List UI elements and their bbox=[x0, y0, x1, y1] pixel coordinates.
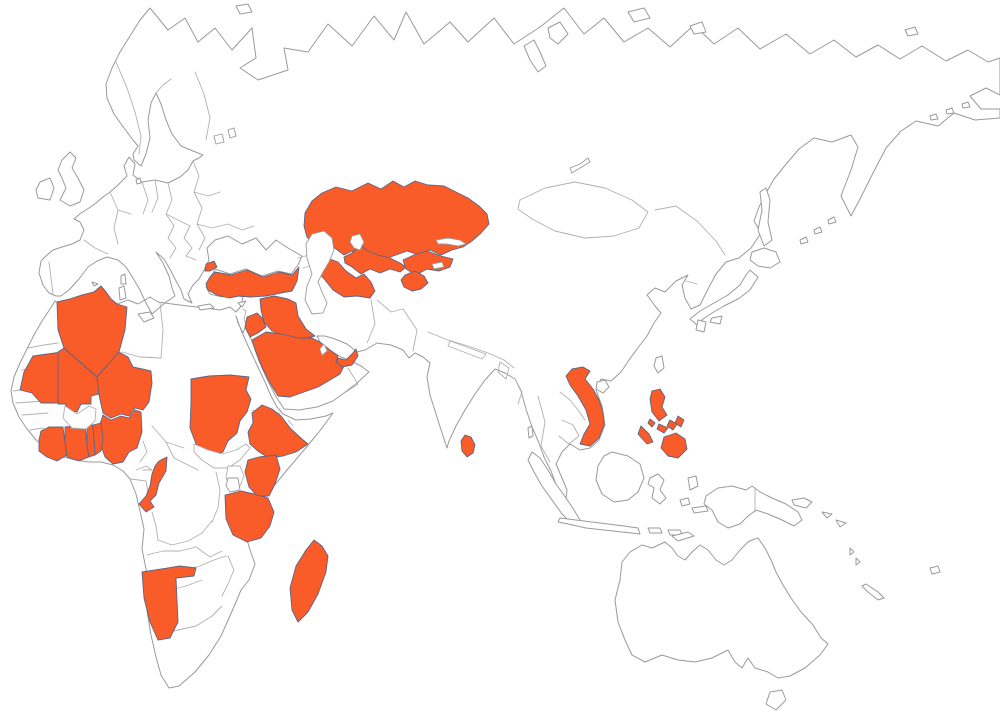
aral-sea bbox=[349, 233, 365, 251]
island-solomon-2 bbox=[835, 519, 847, 528]
island-wrangel bbox=[904, 26, 919, 37]
island-borneo bbox=[595, 451, 645, 503]
country-tajikistan[interactable] bbox=[400, 270, 429, 292]
island-shikoku bbox=[709, 315, 723, 325]
island-severnaya-zemlya bbox=[627, 7, 651, 23]
country-jordan[interactable] bbox=[244, 312, 267, 338]
country-tanzania[interactable] bbox=[224, 490, 275, 543]
lakes-layer bbox=[213, 127, 591, 493]
country-madagascar[interactable] bbox=[289, 539, 329, 623]
country-kenya[interactable] bbox=[244, 454, 281, 497]
island-vanuatu-2 bbox=[855, 557, 861, 566]
country-ethiopia[interactable] bbox=[247, 404, 309, 459]
country-benin[interactable] bbox=[92, 422, 104, 456]
country-sri-lanka[interactable] bbox=[460, 434, 476, 458]
island-halmahera bbox=[687, 475, 699, 491]
landmass-layer bbox=[10, 3, 1000, 711]
island-cyprus bbox=[237, 300, 247, 308]
country-uzbekistan[interactable] bbox=[343, 244, 407, 275]
island-kuril-2 bbox=[813, 226, 823, 235]
country-algeria[interactable] bbox=[56, 285, 128, 378]
lake-balkhash bbox=[435, 237, 468, 247]
island-sakhalin bbox=[757, 187, 773, 247]
lake-onega bbox=[227, 127, 237, 139]
country-republic-of-the-congo[interactable] bbox=[138, 456, 168, 513]
country-niger[interactable] bbox=[96, 351, 153, 419]
island-new-guinea bbox=[703, 485, 803, 529]
island-tasmania bbox=[765, 689, 787, 711]
country-south-sudan[interactable] bbox=[193, 443, 251, 469]
island-hokkaido bbox=[749, 247, 781, 269]
island-kuril-1 bbox=[799, 236, 809, 245]
island-solomon-1 bbox=[821, 511, 833, 519]
island-australia bbox=[614, 537, 829, 679]
border-lines-layer bbox=[12, 61, 756, 635]
country-namibia[interactable] bbox=[141, 565, 197, 641]
island-ireland bbox=[35, 177, 55, 201]
country-vietnam[interactable] bbox=[565, 366, 605, 447]
lake-ladoga bbox=[213, 133, 225, 145]
country-mongolia[interactable] bbox=[517, 181, 649, 239]
country-togo[interactable] bbox=[86, 424, 96, 458]
island-kyushu bbox=[695, 319, 707, 333]
island-andaman bbox=[527, 425, 534, 439]
island-sicily bbox=[137, 311, 155, 323]
country-iraq[interactable] bbox=[259, 295, 316, 340]
island-kuril-3 bbox=[827, 216, 837, 225]
country-philippines[interactable] bbox=[637, 388, 688, 459]
island-balearic bbox=[91, 281, 99, 287]
lake-victoria bbox=[225, 477, 241, 493]
island-java bbox=[557, 517, 641, 535]
country-cote-divoire[interactable] bbox=[38, 426, 68, 462]
island-timor bbox=[671, 531, 695, 542]
island-great-britain bbox=[57, 151, 85, 207]
country-turkey[interactable] bbox=[204, 260, 300, 299]
island-seram bbox=[691, 505, 709, 514]
countries-layer bbox=[19, 180, 688, 641]
island-new-britain bbox=[791, 497, 813, 509]
island-taiwan bbox=[653, 355, 665, 374]
island-fiji bbox=[929, 565, 941, 575]
island-novaya-zemlya-north bbox=[547, 21, 569, 45]
lake-baikal bbox=[569, 157, 591, 174]
island-bali-lombok bbox=[647, 527, 663, 534]
island-crete bbox=[197, 303, 215, 311]
island-sardinia bbox=[118, 285, 127, 301]
island-corsica bbox=[120, 273, 127, 285]
island-svalbard bbox=[235, 3, 253, 15]
island-aleutian-1 bbox=[929, 113, 939, 121]
island-moluccas bbox=[679, 497, 691, 507]
country-united-arab-emirates[interactable] bbox=[335, 348, 359, 368]
island-hainan bbox=[595, 379, 610, 394]
island-aleutian-2 bbox=[945, 107, 955, 115]
island-aleutian-3 bbox=[961, 101, 971, 109]
lake-issyk-kul bbox=[431, 261, 445, 270]
country-sudan[interactable] bbox=[189, 374, 252, 457]
island-novaya-zemlya-south bbox=[523, 39, 547, 73]
country-turkmenistan[interactable] bbox=[317, 258, 376, 299]
island-sulawesi bbox=[647, 473, 667, 505]
mainland-afro-eurasia bbox=[10, 7, 1000, 689]
island-danish bbox=[135, 177, 142, 185]
country-qatar[interactable] bbox=[319, 343, 328, 356]
island-new-caledonia bbox=[861, 583, 885, 601]
island-new-siberian bbox=[689, 21, 707, 35]
caspian-sea bbox=[304, 230, 335, 315]
island-vanuatu-1 bbox=[849, 547, 855, 556]
country-burkina-faso[interactable] bbox=[62, 405, 97, 430]
country-ghana[interactable] bbox=[64, 424, 90, 462]
